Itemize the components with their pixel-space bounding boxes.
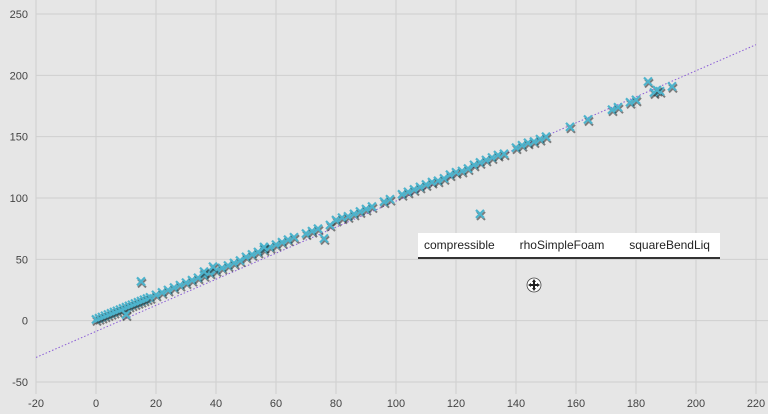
y-tick-label: 150 xyxy=(10,132,28,144)
x-tick-label: 80 xyxy=(330,398,342,410)
data-point xyxy=(631,95,642,107)
x-tick-label: -20 xyxy=(28,398,44,410)
y-tick-label: 50 xyxy=(16,254,28,266)
tooltip-solver: rhoSimpleFoam xyxy=(519,238,605,252)
data-point xyxy=(121,309,132,322)
x-tick-label: 40 xyxy=(210,398,222,410)
x-tick-label: 100 xyxy=(387,398,405,410)
data-point xyxy=(385,194,396,206)
x-tick-label: 180 xyxy=(627,398,645,410)
x-tick-label: 60 xyxy=(270,398,282,410)
data-point xyxy=(667,81,678,94)
x-tick-label: 20 xyxy=(150,398,162,410)
tooltip-case: squareBendLiq xyxy=(629,238,710,252)
y-tick-label: -50 xyxy=(12,377,28,389)
x-axis-ticks: -20 0 20 40 60 80 100 120 140 160 180 200 220 xyxy=(28,398,765,410)
data-point xyxy=(499,149,510,161)
data-point xyxy=(313,223,324,236)
data-point xyxy=(367,201,378,214)
data-point xyxy=(613,102,624,114)
data-points xyxy=(91,76,678,327)
data-point xyxy=(199,266,210,279)
data-point xyxy=(475,209,486,221)
data-point xyxy=(136,276,147,289)
tooltip-category: compressible xyxy=(424,238,495,252)
y-axis-ticks: -50 0 50 100 150 200 250 xyxy=(10,9,28,389)
reference-line xyxy=(35,44,757,358)
move-cursor-icon xyxy=(526,277,542,293)
x-tick-label: 200 xyxy=(687,398,705,410)
data-point xyxy=(652,85,663,97)
data-point xyxy=(259,242,270,254)
y-tick-label: 0 xyxy=(22,316,28,328)
y-tick-label: 250 xyxy=(10,9,28,21)
point-tooltip: compressible rhoSimpleFoam squareBendLiq xyxy=(418,233,720,259)
data-point xyxy=(319,233,330,246)
x-tick-label: 160 xyxy=(567,398,585,410)
x-tick-label: 120 xyxy=(447,398,465,410)
y-tick-label: 100 xyxy=(10,193,28,205)
data-point xyxy=(583,114,594,127)
data-point xyxy=(439,173,450,186)
x-tick-label: 220 xyxy=(747,398,765,410)
y-tick-label: 200 xyxy=(10,70,28,82)
data-point xyxy=(643,76,654,89)
data-point xyxy=(289,232,300,244)
reference-line-group xyxy=(35,44,757,358)
data-point xyxy=(565,122,576,134)
data-point xyxy=(208,261,219,274)
x-tick-label: 0 xyxy=(93,398,99,410)
data-point xyxy=(541,131,552,144)
x-tick-label: 140 xyxy=(507,398,525,410)
